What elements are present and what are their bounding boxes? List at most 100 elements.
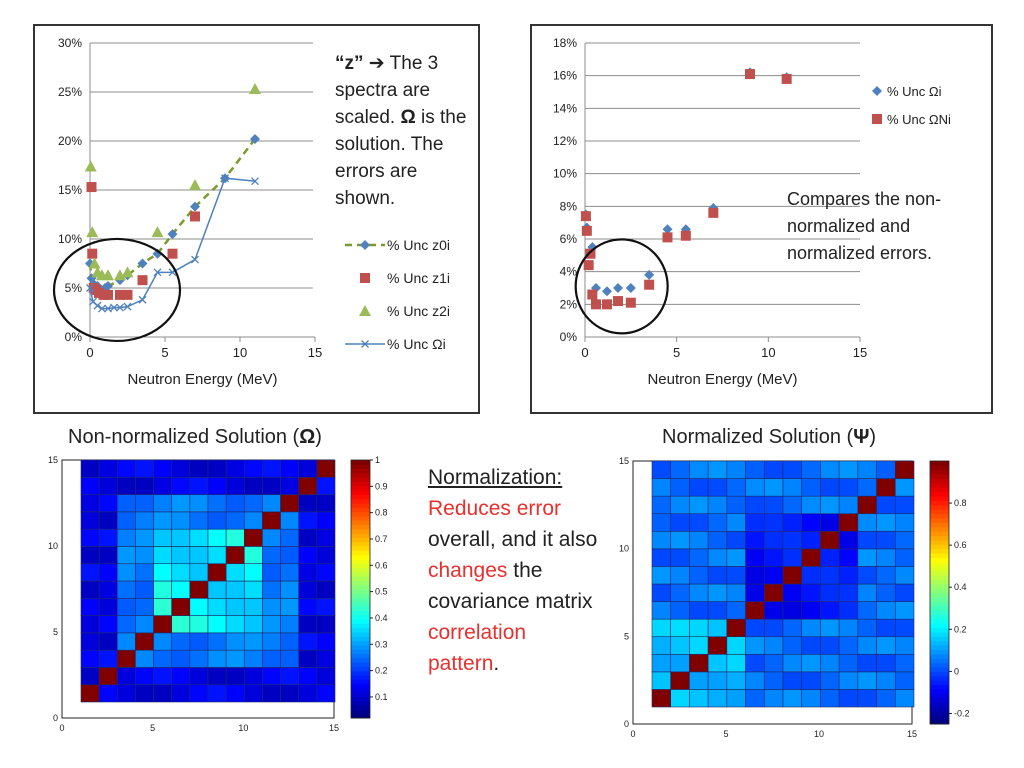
colorbar-segment [930,469,949,475]
heatmap-y-tick: 5 [624,631,629,641]
colorbar-segment [351,507,370,513]
heatmap-cell [726,495,746,515]
heatmap-cell [707,618,728,638]
heatmap-cell [763,548,784,567]
heatmap-cell [153,649,173,668]
data-point [602,286,612,297]
colorbar-segment [351,614,370,620]
colorbar-segment [930,500,949,506]
colorbar-segment [930,623,949,629]
colorbar-segment [930,636,949,642]
heatmap-cell [707,478,728,497]
heatmap-cell [243,511,263,530]
heatmap-cell [689,548,709,567]
colorbar-segment [351,606,370,611]
heatmap-cell [820,601,840,620]
heatmap-cell [98,649,118,668]
heatmap-cell [782,530,803,550]
colorbar-segment [351,558,370,564]
colorbar-segment [930,592,949,598]
colorbar-tick-label: 0.6 [375,560,388,570]
heatmap-cell [280,580,300,599]
heatmap-cell [820,513,840,532]
x-axis-label: Neutron Energy (MeV) [647,371,797,388]
heatmap-cell [857,513,877,532]
colorbar-tick-label: 0.3 [375,639,388,649]
heatmap-cell [670,530,690,550]
heatmap-cell [207,615,227,634]
heatmap-cell [80,528,100,547]
heatmap-cell [838,478,859,497]
heatmap-cell [838,671,859,690]
heatmap-cell [116,494,136,513]
heatmap-cell [838,653,859,673]
colorbar-segment [351,576,370,581]
heatmap-cell [651,513,672,532]
heatmap-cell [225,494,245,513]
data-point [250,134,260,145]
y-tick-label: 12% [553,134,577,148]
heatmap-cell [153,494,173,513]
colorbar-segment [930,522,949,528]
x-axis-label: Neutron Energy (MeV) [127,371,277,388]
colorbar-segment [351,657,370,663]
heatmap-y-tick: 0 [624,719,629,729]
heatmap-cell [763,566,784,585]
heatmap-right: 0 5 10 15 0 5 10 15 0.8 0.6 0.4 0.2 0 -0.2 [619,456,970,739]
right-chart-note: Compares the non-normalized and normaliz… [787,189,942,263]
colorbar-segment [930,671,949,677]
heatmap-cell [857,478,877,497]
legend-label: % Unc ΩNi [887,112,951,127]
heatmap-cell [189,649,209,668]
legend-label: % Unc z2i [387,303,450,319]
heatmap-x-tick: 5 [723,729,728,739]
data-point [708,207,719,218]
heatmap-cell [894,460,915,479]
heatmap-cell [298,563,318,582]
heatmap-cell [298,580,318,599]
y-tick-label: 30% [58,36,82,50]
heatmap-cell [98,546,118,565]
heatmap-cell [670,495,690,515]
data-point [87,248,98,259]
data-point [251,177,259,186]
heatmap-cell [262,528,281,547]
heatmap-cell [98,511,118,530]
data-point [86,182,97,193]
heatmap-cell [80,667,100,686]
heatmap-cell [745,495,765,515]
heatmap-cell [763,495,784,515]
colorbar-segment [351,627,370,633]
colorbar-segment [351,644,370,650]
heatmap-cell [135,528,154,547]
heatmap-cell [171,580,191,599]
heatmap-cell [262,476,281,495]
heatmap-cell [894,583,915,602]
data-point [613,283,623,293]
heatmap-cell [80,476,100,495]
legend-label: % Unc Ωi [387,336,446,352]
legend-marker [360,273,370,283]
heatmap-cell [207,459,227,478]
data-point [167,248,178,259]
data-point [221,174,229,183]
heatmap-cell [80,511,100,530]
heatmap-right-title: Normalized Solution (Ψ) [662,426,876,449]
heatmap-cell [745,653,765,673]
colorbar-tick-label: 0.9 [375,481,388,491]
note-rest: is the solution. The errors are shown. [335,107,467,209]
x-tick-label: 5 [161,345,168,360]
heatmap-cell [243,615,263,634]
heatmap-cell [670,671,690,690]
heatmap-cell [262,580,281,599]
data-point-b [89,297,97,306]
note-z: “z” [335,53,364,74]
colorbar-segment [930,478,949,484]
colorbar-segment [930,693,949,699]
heatmap-cell [298,546,318,565]
colorbar-segment [930,574,949,580]
heatmap-cell [153,476,173,495]
heatmap-cell [225,597,245,616]
heatmap-cell [280,511,300,530]
colorbar-segment [351,584,370,590]
